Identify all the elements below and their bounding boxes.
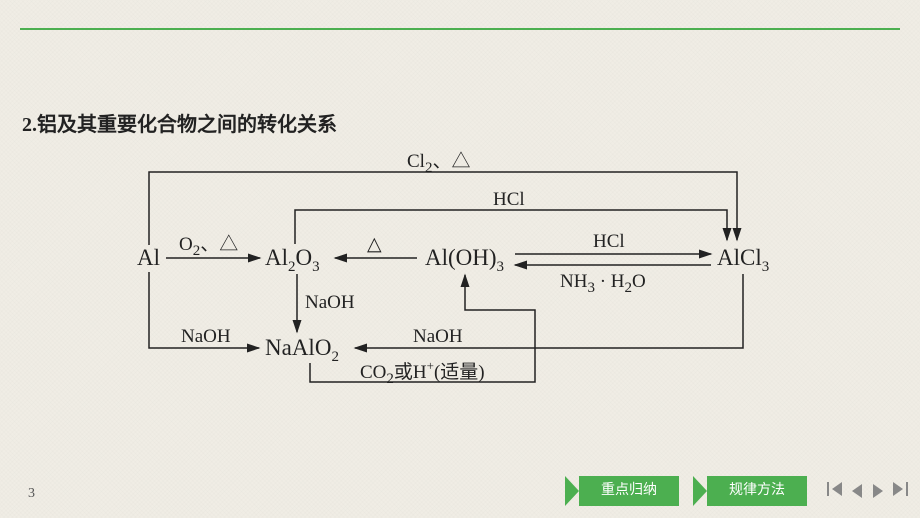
label-naoh-right: NaOH (413, 326, 463, 347)
reaction-diagram: Al Al2O3 Al(OH)3 AlCl3 NaAlO2 O2、△ △ HCl… (135, 150, 790, 400)
last-page-icon[interactable] (890, 482, 908, 496)
svg-text:Al(OH)3: Al(OH)3 (425, 245, 504, 275)
label-co2-h: CO2或H+(适量) (360, 358, 485, 387)
label-hcl-top: HCl (493, 189, 525, 210)
nav-btn-summary[interactable]: 重点归纳 (579, 476, 679, 506)
nav-chevron-2 (693, 476, 707, 506)
label-nh3h2o: NH3 · H2O (560, 271, 646, 296)
node-al: Al (137, 245, 160, 270)
first-page-icon[interactable] (827, 482, 845, 496)
nav-chevron-1 (565, 476, 579, 506)
edge-al2o3-alcl3-top (295, 210, 727, 244)
node-naalo2: NaAlO2 (265, 335, 339, 365)
label-naoh-mid: NaOH (305, 292, 355, 313)
label-hcl-right: HCl (593, 231, 625, 252)
nav-btn-method[interactable]: 规律方法 (707, 476, 807, 506)
label-o2-tri: O2、△ (179, 233, 238, 259)
page-number: 3 (28, 486, 35, 502)
top-border (20, 28, 900, 30)
node-alcl3: AlCl3 (717, 245, 769, 275)
svg-text:AlCl3: AlCl3 (717, 245, 769, 275)
label-tri-mid: △ (367, 234, 382, 255)
next-page-icon[interactable] (869, 482, 887, 500)
section-heading: 2.铝及其重要化合物之间的转化关系 (22, 108, 337, 137)
bottom-nav: 重点归纳 规律方法 (565, 476, 908, 506)
nav-controls (827, 482, 908, 500)
svg-text:Al2O3: Al2O3 (265, 245, 320, 275)
svg-text:NaAlO2: NaAlO2 (265, 335, 339, 365)
node-aloh3: Al(OH)3 (425, 245, 504, 275)
node-al2o3: Al2O3 (265, 245, 320, 275)
prev-page-icon[interactable] (848, 482, 866, 500)
label-naoh-left: NaOH (181, 326, 231, 347)
